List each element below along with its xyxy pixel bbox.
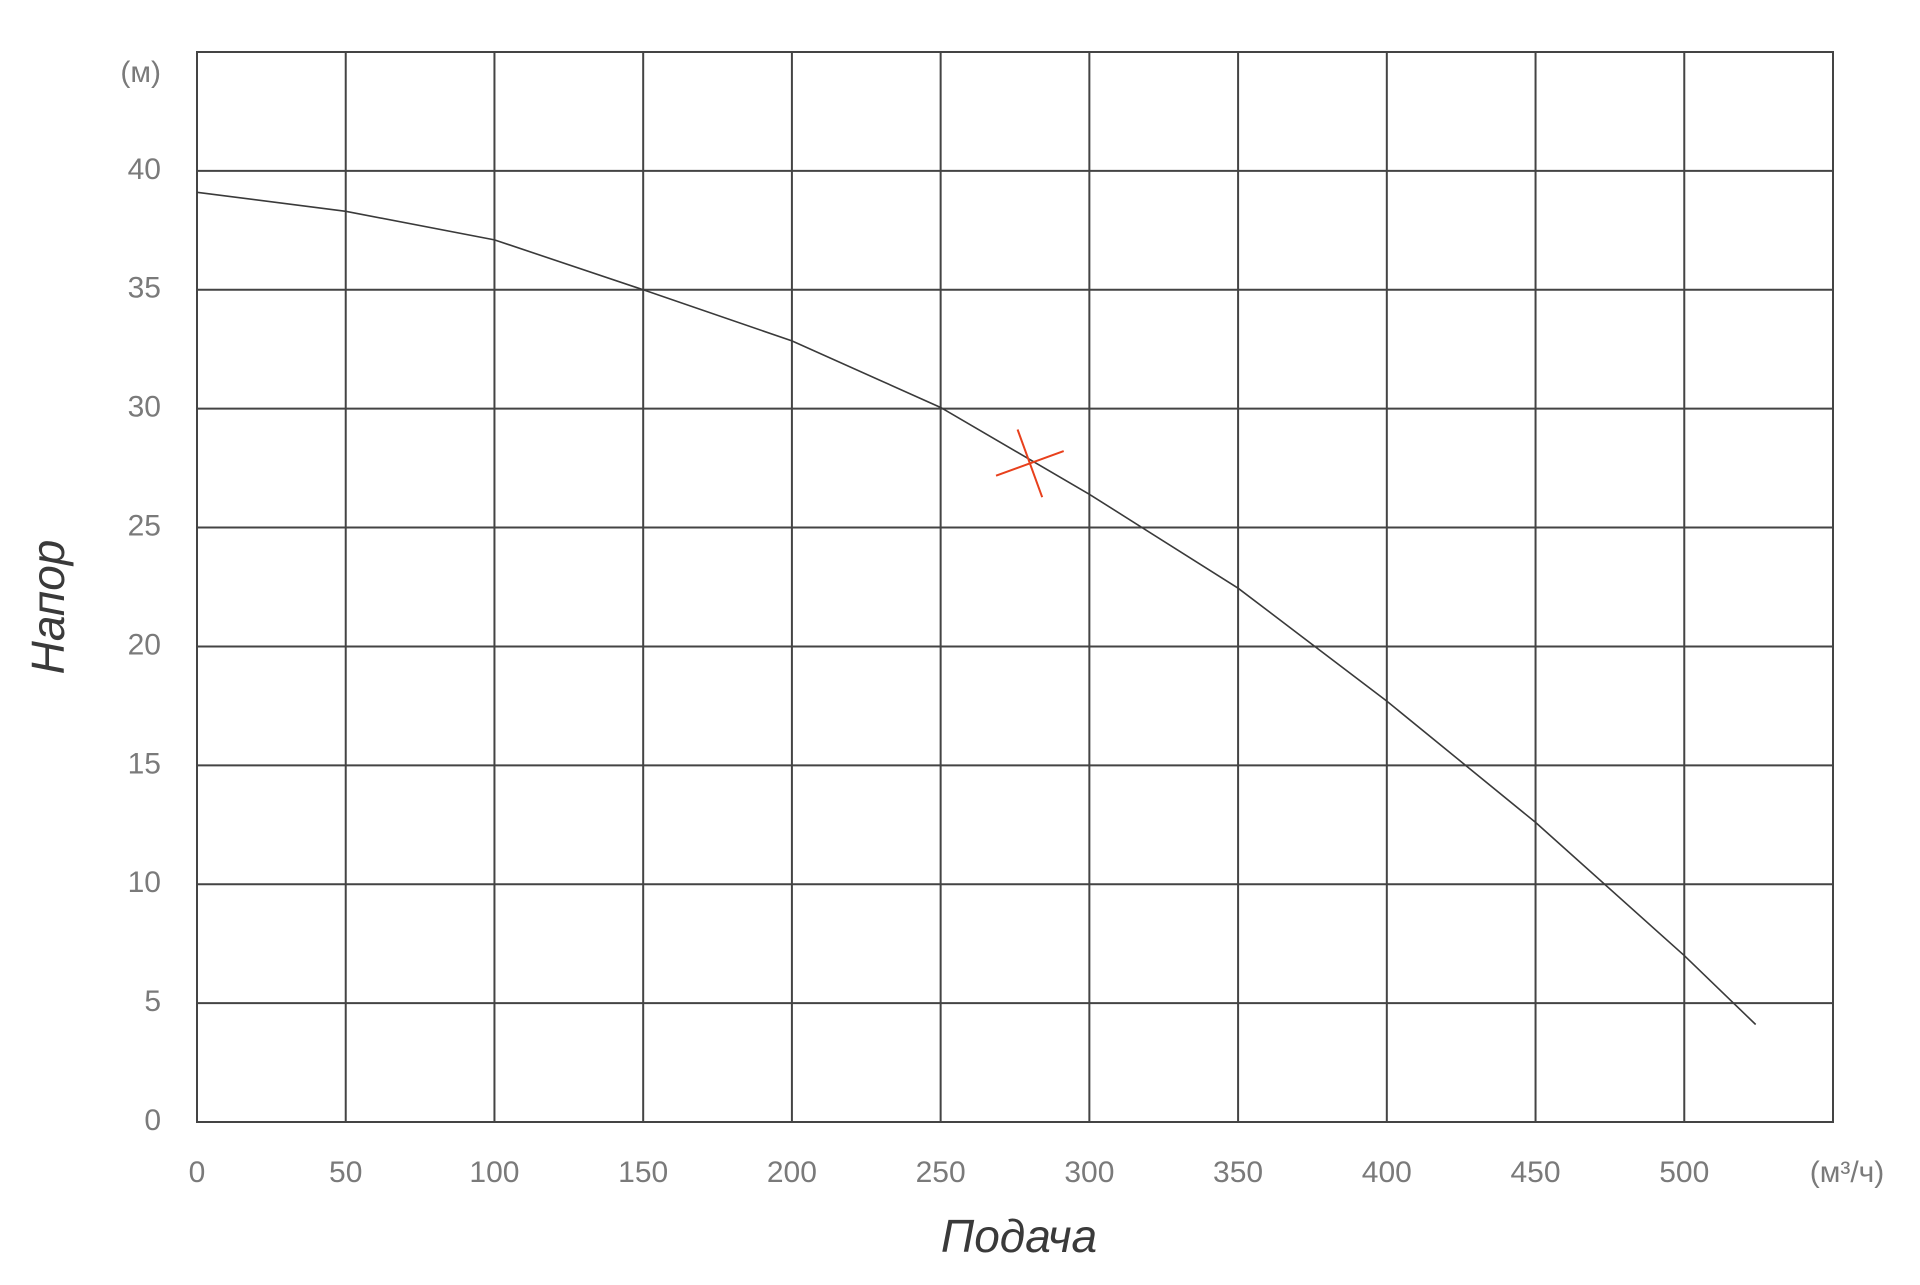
- x-tick-label: 100: [469, 1156, 519, 1189]
- y-tick-label: 30: [128, 391, 161, 424]
- curve: [196, 191, 1757, 1026]
- x-tick-label: 0: [189, 1156, 206, 1189]
- x-axis-title: Подача: [941, 1210, 1097, 1262]
- y-tick-label: 15: [128, 747, 161, 780]
- x-tick-label: 350: [1213, 1156, 1263, 1189]
- operating-point: [1016, 429, 1044, 498]
- x-tick-label: 250: [916, 1156, 966, 1189]
- y-tick-label: 35: [128, 272, 161, 305]
- x-tick-label: 50: [329, 1156, 362, 1189]
- x-tick-label: 300: [1064, 1156, 1114, 1189]
- y-tick-label: 0: [144, 1104, 161, 1137]
- x-tick-label: 450: [1511, 1156, 1561, 1189]
- x-unit-label: (м³/ч): [1810, 1156, 1885, 1189]
- plot-frame: [196, 51, 1834, 1123]
- y-tick-label: 20: [128, 628, 161, 661]
- y-unit-label: (м): [120, 56, 161, 89]
- x-tick-label: 400: [1362, 1156, 1412, 1189]
- y-tick-label: 5: [144, 985, 161, 1018]
- y-axis-title: Напор: [22, 540, 74, 675]
- x-tick-label: 200: [767, 1156, 817, 1189]
- y-tick-label: 10: [128, 866, 161, 899]
- y-tick-label: 40: [128, 153, 161, 186]
- x-tick-label: 150: [618, 1156, 668, 1189]
- y-tick-label: 25: [128, 509, 161, 542]
- x-tick-label: 500: [1659, 1156, 1709, 1189]
